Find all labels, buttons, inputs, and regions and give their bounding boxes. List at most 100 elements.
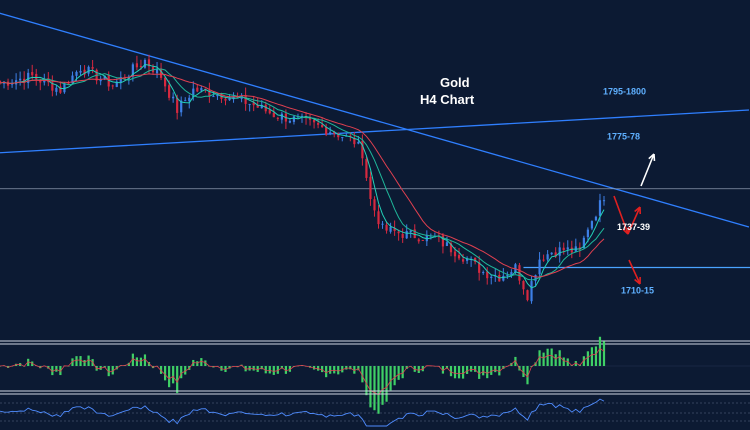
candle-body [184, 100, 187, 102]
candle-body [377, 211, 380, 225]
candle-body [51, 82, 54, 91]
histogram-bar [542, 352, 545, 366]
candle-body [445, 242, 449, 246]
histogram-bar [143, 354, 147, 366]
candle-body [502, 275, 505, 281]
trendline-up [0, 109, 749, 154]
candle-body [325, 127, 328, 135]
histogram-bar [417, 366, 420, 374]
candle-body [389, 226, 392, 232]
histogram-bar [490, 366, 493, 375]
histogram-bar [470, 366, 473, 372]
candle-body [228, 97, 231, 101]
candle-body [300, 115, 304, 117]
histogram-bar [594, 346, 598, 366]
candle-body [143, 59, 147, 68]
candle-body [172, 96, 175, 99]
histogram-bar [369, 366, 372, 408]
oscillator-line [0, 398, 605, 427]
candle-body [449, 243, 453, 253]
candle-body [465, 258, 469, 261]
histogram-bar [276, 366, 279, 374]
histogram-bar [514, 356, 517, 366]
histogram-bar [196, 361, 199, 366]
candle-body [546, 254, 549, 260]
candle-body [224, 98, 227, 101]
level-label: 1710-15 [621, 285, 654, 295]
candle-body [582, 237, 585, 249]
histogram-bar [83, 360, 86, 366]
candle-body [486, 271, 489, 279]
candle-body [337, 133, 340, 138]
candle-body [381, 223, 384, 225]
histogram-bar [55, 366, 58, 372]
candle-body [522, 281, 525, 290]
histogram-bar [465, 366, 469, 374]
histogram-bar [337, 366, 340, 375]
histogram-bar [526, 366, 529, 385]
candle-body [280, 113, 283, 120]
candle-body [570, 247, 573, 253]
candle-body [147, 59, 151, 67]
histogram-bar [329, 366, 332, 374]
histogram-bar [107, 366, 110, 377]
candle-body [409, 230, 412, 233]
candle-body [530, 281, 533, 302]
histogram-bar [474, 366, 477, 372]
candle-body [75, 71, 78, 76]
candle-body [590, 221, 594, 229]
candle-body [232, 96, 235, 100]
candle-body [35, 73, 38, 80]
candle-body [562, 247, 565, 251]
histogram-bar [401, 366, 404, 379]
candle-body [27, 72, 30, 83]
histogram-bar [598, 336, 602, 366]
histogram-bar [461, 366, 465, 379]
candle-body [10, 83, 14, 85]
histogram-bar [373, 366, 376, 411]
candle-body [413, 229, 416, 239]
arrow-red-up-head [634, 206, 642, 215]
histogram-bar [449, 366, 453, 377]
histogram-bar [486, 366, 489, 379]
histogram-bar [574, 361, 577, 366]
histogram-bar [453, 366, 457, 379]
candle-body [417, 239, 420, 242]
candle-body [180, 100, 183, 113]
histogram-bar [325, 366, 328, 378]
candle-body [397, 231, 400, 234]
candle-body [317, 122, 320, 125]
ma-mid-line [0, 68, 605, 281]
candle-body [526, 290, 529, 301]
histogram-bar [168, 366, 171, 388]
histogram-bar [71, 358, 74, 366]
histogram-bar [264, 366, 267, 374]
histogram-bar [377, 366, 380, 414]
candle-body [461, 259, 465, 262]
histogram-bar [75, 356, 78, 366]
histogram-bar [268, 366, 271, 374]
histogram-bar [272, 366, 275, 375]
candle-body [196, 87, 199, 92]
histogram-bar [341, 366, 344, 373]
histogram-bar [602, 341, 606, 366]
histogram-bar [172, 366, 175, 384]
candle-body [373, 199, 376, 211]
candle-body [308, 117, 312, 120]
candle-body [361, 140, 364, 159]
level-label: 1795-1800 [603, 86, 646, 96]
histogram-bar [224, 366, 227, 372]
histogram-bar [582, 356, 585, 366]
candle-body [131, 64, 134, 77]
candle-body [256, 104, 259, 108]
candle-body [208, 90, 211, 97]
candle-body [192, 88, 195, 98]
candle-body [566, 247, 569, 250]
candle-body [510, 272, 513, 276]
candle-body [474, 257, 477, 262]
candle-body [216, 94, 219, 97]
histogram-bar [176, 366, 179, 394]
histogram-bar [135, 357, 139, 366]
candle-body [268, 110, 271, 114]
